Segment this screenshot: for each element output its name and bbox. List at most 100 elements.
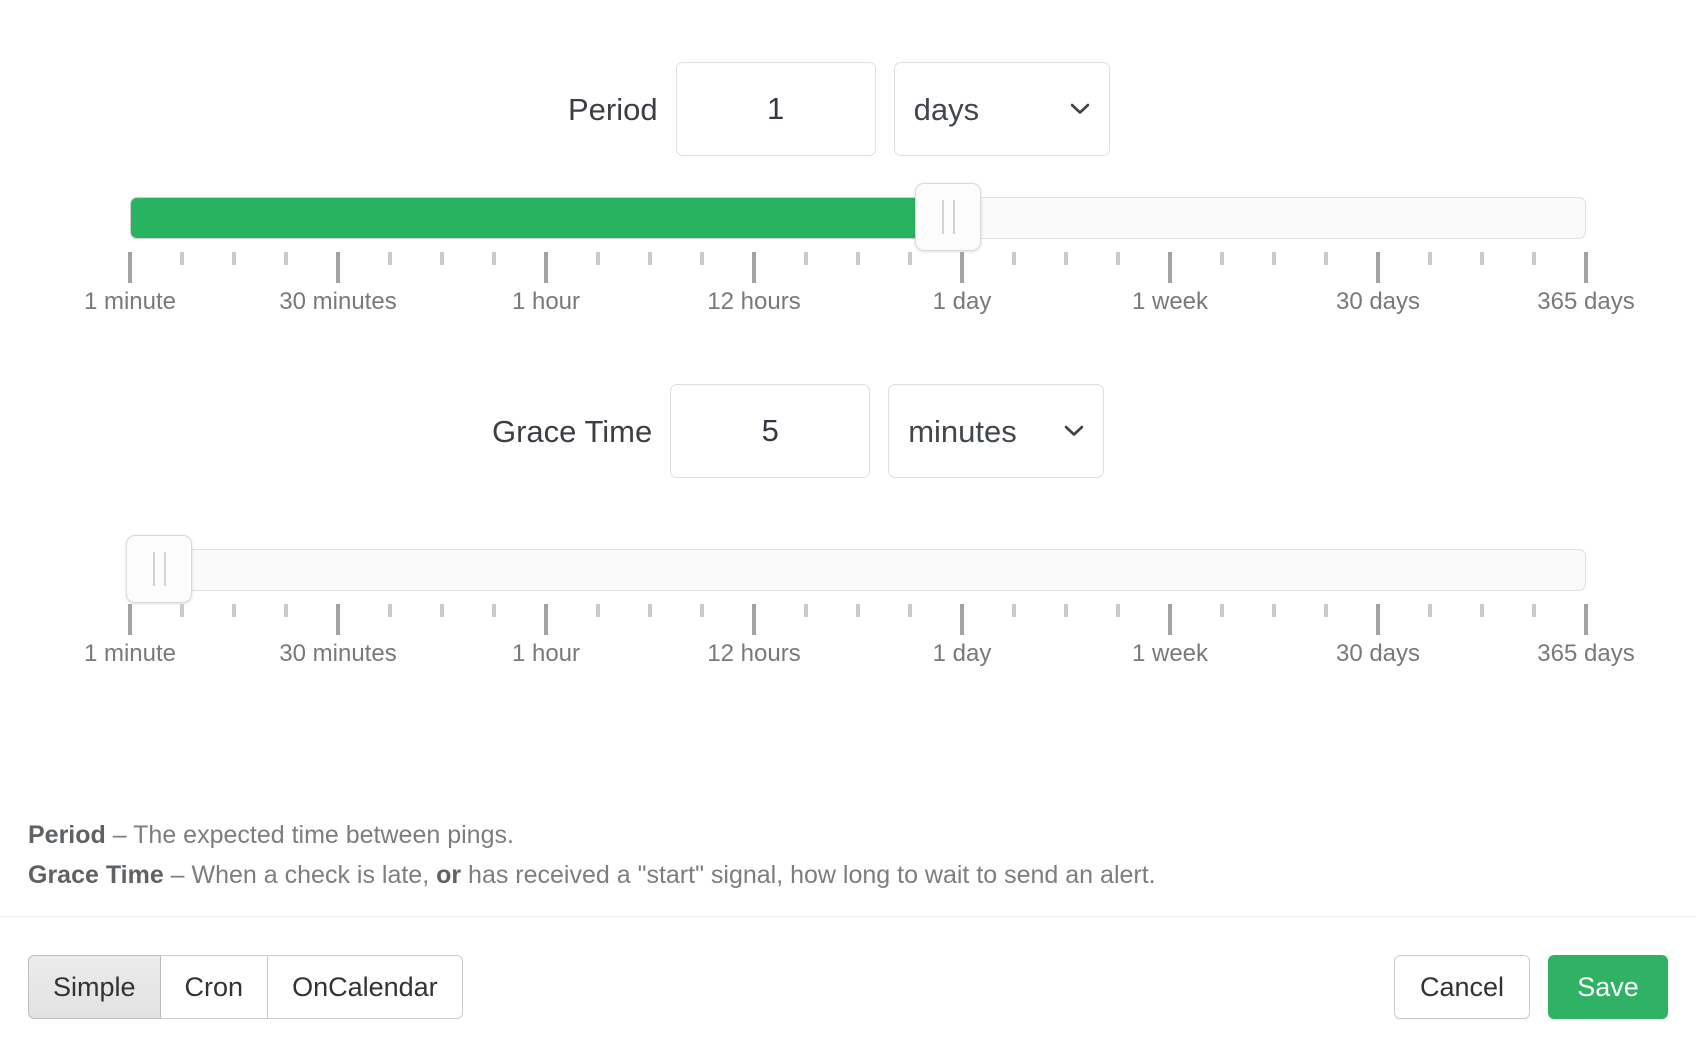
grace-slider[interactable]: [126, 535, 1586, 603]
ruler-tick-minor: [1532, 604, 1536, 617]
ruler-tick-label: 1 hour: [511, 288, 581, 315]
mode-tab-simple[interactable]: Simple: [28, 955, 161, 1019]
ruler-tick-minor: [1532, 252, 1536, 265]
ruler-tick-minor: [648, 604, 652, 617]
grace-slider-track[interactable]: [130, 549, 1586, 591]
period-slider-ruler: 1 minute 30 minutes 1 hour 12 hours 1 day 1 w…: [84, 252, 1635, 316]
grace-label: Grace Time: [492, 413, 653, 449]
ruler-tick-label: 1 hour: [511, 640, 581, 667]
ruler-tick-major: [1584, 604, 1588, 635]
ruler-tick-minor: [804, 604, 808, 617]
ruler-tick-minor: [1116, 252, 1120, 265]
ruler-tick-label: 30 days: [1335, 288, 1421, 315]
ruler-tick-major: [544, 252, 548, 283]
period-label: Period: [568, 91, 658, 127]
ruler-tick-major: [128, 252, 132, 283]
drag-grip-icon: [941, 200, 944, 234]
mode-tab-oncalendar[interactable]: OnCalendar: [267, 955, 463, 1019]
ruler-tick-minor: [1480, 252, 1484, 265]
save-button[interactable]: Save: [1548, 955, 1668, 1019]
ruler-tick-minor: [1064, 604, 1068, 617]
ruler-tick-label: 365 days: [1537, 640, 1635, 667]
drag-grip-icon: [163, 552, 166, 586]
ruler-tick-minor: [908, 604, 912, 617]
ruler-tick-minor: [1272, 604, 1276, 617]
ruler-tick-minor: [232, 604, 236, 617]
ruler-tick-label: 30 days: [1335, 640, 1421, 667]
ruler-tick-minor: [492, 604, 496, 617]
ruler-tick-minor: [1324, 252, 1328, 265]
grace-value-input[interactable]: 5: [670, 384, 871, 478]
ruler-tick-major: [336, 604, 340, 635]
ruler-tick-major: [336, 252, 340, 283]
ruler-tick-label: 1 minute: [83, 640, 177, 667]
ruler-tick-minor: [440, 252, 444, 265]
ruler-tick-label: 30 minutes: [279, 288, 397, 315]
ruler-tick-major: [960, 252, 964, 283]
grace-unit-select-value: minutes: [888, 384, 1105, 478]
ruler-tick-minor: [1428, 604, 1432, 617]
ruler-tick-major: [1376, 604, 1380, 635]
ruler-tick-major: [752, 604, 756, 635]
ruler-tick-minor: [596, 252, 600, 265]
ruler-tick-minor: [1012, 604, 1016, 617]
ruler-tick-minor: [1272, 252, 1276, 265]
ruler-tick-label: 365 days: [1537, 288, 1635, 315]
ruler-tick-major: [1168, 252, 1172, 283]
period-description-text: The expected time between pings.: [133, 821, 514, 849]
grace-unit-select[interactable]: minutes: [888, 384, 1105, 478]
period-slider-fill: [130, 197, 949, 239]
ruler-tick-minor: [596, 604, 600, 617]
ruler-tick-minor: [856, 604, 860, 617]
ruler-tick-minor: [1220, 604, 1224, 617]
grace-description-emphasis: or: [436, 861, 462, 889]
ruler-tick-minor: [180, 252, 184, 265]
ruler-tick-major: [544, 604, 548, 635]
ruler-tick-minor: [388, 252, 392, 265]
ruler-tick-label: 12 hours: [707, 640, 801, 667]
ruler-tick-minor: [232, 252, 236, 265]
period-slider[interactable]: [130, 183, 1586, 251]
ruler-tick-minor: [1220, 252, 1224, 265]
ruler-tick-major: [1168, 604, 1172, 635]
ruler-tick-minor: [1428, 252, 1432, 265]
footer-divider: [0, 916, 1696, 917]
ruler-tick-minor: [1012, 252, 1016, 265]
ruler-tick-minor: [388, 604, 392, 617]
ruler-tick-label: 12 hours: [707, 288, 801, 315]
ruler-tick-label: 1 day: [932, 640, 992, 667]
grace-field-row: Grace Time 5 minutes: [492, 384, 1105, 478]
grace-slider-handle[interactable]: [126, 535, 192, 603]
ruler-tick-minor: [908, 252, 912, 265]
ruler-tick-minor: [700, 604, 704, 617]
ruler-tick-minor: [804, 252, 808, 265]
grace-description-text: When a check is late,: [191, 861, 437, 889]
ruler-tick-minor: [180, 604, 184, 617]
period-value-input[interactable]: 1: [675, 62, 876, 156]
ruler-tick-label: 1 minute: [83, 288, 177, 315]
period-description: Period – The expected time between pings…: [28, 815, 514, 855]
grace-description-dash: –: [163, 861, 192, 889]
period-unit-select-value: days: [893, 62, 1110, 156]
period-slider-handle[interactable]: [915, 183, 982, 251]
grace-slider-ruler: 1 minute 30 minutes 1 hour 12 hours 1 day 1 w…: [84, 604, 1635, 668]
ruler-tick-label: 1 week: [1131, 640, 1209, 667]
ruler-tick-major: [1584, 252, 1588, 283]
ruler-tick-minor: [700, 252, 704, 265]
period-field-row: Period 1 days: [568, 62, 1110, 156]
period-unit-select[interactable]: days: [893, 62, 1110, 156]
ruler-tick-major: [128, 604, 132, 635]
cancel-button[interactable]: Cancel: [1394, 955, 1530, 1019]
schedule-mode-tabs[interactable]: Simple Cron OnCalendar: [28, 955, 463, 1019]
ruler-tick-minor: [1324, 604, 1328, 617]
ruler-tick-label: 1 week: [1131, 288, 1209, 315]
drag-grip-icon: [152, 552, 155, 586]
ruler-tick-major: [960, 604, 964, 635]
mode-tab-cron[interactable]: Cron: [159, 955, 269, 1019]
ruler-tick-minor: [648, 252, 652, 265]
ruler-tick-minor: [1480, 604, 1484, 617]
ruler-tick-minor: [1116, 604, 1120, 617]
ruler-tick-label: 1 day: [932, 288, 992, 315]
drag-grip-icon: [952, 200, 955, 234]
